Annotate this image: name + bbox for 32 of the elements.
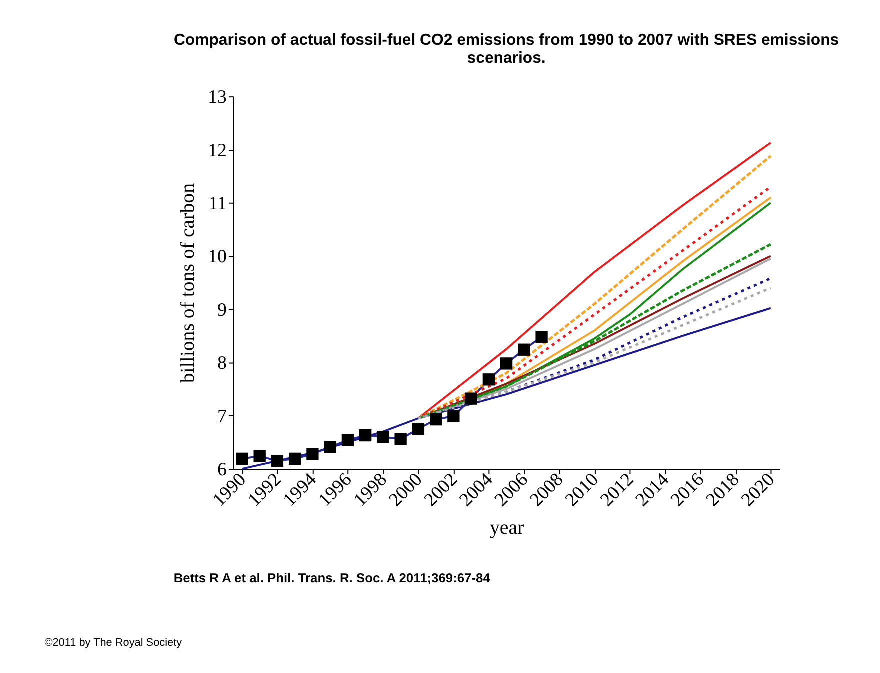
y-tick-label: 13 — [208, 87, 227, 108]
y-tick-label: 7 — [218, 406, 227, 428]
point — [536, 331, 548, 344]
point — [377, 431, 390, 444]
point — [482, 374, 496, 386]
point — [430, 413, 442, 426]
y-axis-title: billions of tons of carbon — [177, 183, 200, 384]
point — [236, 452, 248, 466]
y-tick-label: 10 — [208, 246, 227, 268]
y-tick-label: 12 — [208, 140, 227, 162]
chart-title: Comparison of actual fossil-fuel CO2 emissions from 1990 to 2007 with SRES emissions scenarios. — [174, 32, 840, 67]
y-tick-label: 11 — [208, 193, 227, 214]
point — [342, 434, 354, 446]
point — [500, 358, 513, 370]
text: ©2011 by The Royal Society — [44, 636, 183, 649]
point — [518, 344, 530, 356]
y-tick-label: 8 — [218, 353, 227, 374]
y-tick-label: 9 — [218, 300, 227, 321]
point — [394, 433, 407, 446]
text: Betts R A et al. Phil. Trans. R. Soc. A 2011;369:67-84 — [174, 570, 492, 586]
point — [465, 392, 478, 405]
y-tick-label: 6 — [218, 460, 227, 481]
line-series — [241, 307, 772, 470]
point — [254, 450, 266, 462]
point — [448, 410, 460, 422]
point — [359, 429, 372, 442]
point — [271, 454, 284, 468]
point — [289, 452, 302, 466]
x-axis-title: year — [490, 517, 525, 540]
point — [412, 423, 425, 436]
point — [306, 448, 319, 460]
point — [324, 441, 336, 454]
